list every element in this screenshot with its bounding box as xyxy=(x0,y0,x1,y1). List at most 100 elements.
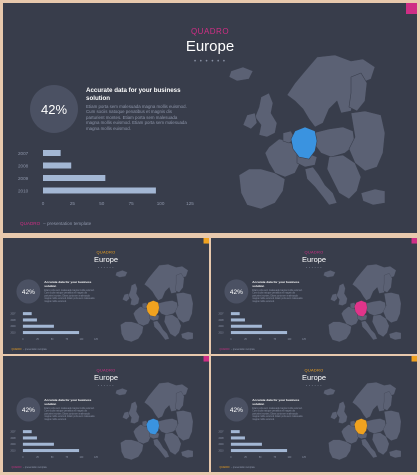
footer-text: – presentation template xyxy=(43,221,92,226)
ireland-shape xyxy=(122,411,130,420)
x-tick-label: 0 xyxy=(230,457,232,459)
section-heading: Accurate data for your business solution xyxy=(252,280,300,288)
east-europe-shape xyxy=(175,292,194,323)
percent-value: 42% xyxy=(229,287,243,296)
bar xyxy=(22,436,37,440)
iceland-shape xyxy=(115,270,128,278)
germany-highlight xyxy=(354,418,368,435)
ireland-shape xyxy=(242,112,258,130)
scandinavia-shape xyxy=(144,382,189,419)
bar xyxy=(43,175,106,181)
percent-circle: 42% xyxy=(16,279,41,304)
category-label: 2008 xyxy=(10,320,16,322)
section-heading: Accurate data for your business solution xyxy=(44,280,92,288)
category-label: 2007 xyxy=(218,432,224,434)
bar-chart: 2007 2008 2009 2010 0 25 50 75 100 125 xyxy=(18,150,194,206)
title-divider: • • • • • • xyxy=(98,266,114,270)
x-tick-label: 100 xyxy=(80,339,85,341)
body-paragraph: Etiam porta sem malesuada magna mollis e… xyxy=(86,104,187,131)
slide-thumbnail-4[interactable]: QUADRO Europe • • • • • • 42% Accurate d… xyxy=(211,356,417,472)
section-heading: Accurate data for your business solution xyxy=(86,87,181,102)
x-tick-label: 25 xyxy=(70,201,76,206)
italy-shape xyxy=(153,320,170,341)
slide-thumbnail-2[interactable]: QUADRO Europe • • • • • • 42% Accurate d… xyxy=(211,238,417,354)
europe-map xyxy=(115,382,194,461)
turkey-shape xyxy=(180,449,194,459)
finland-shape xyxy=(175,391,185,411)
footer-text: – presentation template xyxy=(22,347,47,351)
finland-shape xyxy=(383,391,393,411)
bar xyxy=(22,331,80,335)
category-label: 2007 xyxy=(218,314,224,316)
category-label: 2007 xyxy=(18,151,29,156)
balkans-shape xyxy=(164,314,182,337)
footer-brand: QUADRO xyxy=(11,465,22,469)
east-europe-shape xyxy=(348,110,385,172)
bar xyxy=(22,430,32,434)
x-tick-label: 75 xyxy=(274,339,277,341)
percent-circle: 42% xyxy=(16,397,41,422)
percent-circle: 42% xyxy=(30,85,78,133)
finland-shape xyxy=(383,273,393,293)
east-europe-shape xyxy=(383,292,402,323)
germany-highlight xyxy=(146,418,160,435)
category-label: 2010 xyxy=(218,333,224,335)
iceland-shape xyxy=(323,270,336,278)
category-label: 2009 xyxy=(10,326,16,328)
slide-content: QUADRO Europe • • • • • • 42% Accurate d… xyxy=(3,3,417,233)
balkans-shape xyxy=(372,432,390,455)
slide-thumbnail-1[interactable]: QUADRO Europe • • • • • • 42% Accurate d… xyxy=(3,238,209,354)
iceland-shape xyxy=(115,388,128,396)
iberia-shape xyxy=(238,168,286,210)
bar-chart: 2007 2008 2009 2010 0 25 50 75 100 125 xyxy=(10,430,99,459)
footer-text: – presentation template xyxy=(22,465,47,469)
category-label: 2007 xyxy=(10,432,16,434)
balkans-shape xyxy=(164,432,182,455)
x-tick-label: 50 xyxy=(51,457,54,459)
brand-label: QUADRO xyxy=(96,368,116,373)
central-east-shape xyxy=(157,300,179,316)
bar xyxy=(230,324,262,328)
body-paragraph: Etiam porta sem malesuada magna mollis e… xyxy=(252,288,303,303)
x-tick-label: 75 xyxy=(274,457,277,459)
turkey-shape xyxy=(180,331,194,341)
footer: QUADRO– presentation template xyxy=(219,466,254,469)
percent-value: 42% xyxy=(21,405,35,414)
x-tick-label: 100 xyxy=(288,339,293,341)
turkey-shape xyxy=(360,188,385,206)
category-label: 2010 xyxy=(10,451,16,453)
x-tick-label: 25 xyxy=(244,457,247,459)
bar-chart: 2007 2008 2009 2010 0 25 50 75 100 125 xyxy=(218,312,307,341)
corner-accent xyxy=(411,238,417,244)
section-heading: Accurate data for your business solution xyxy=(252,398,300,406)
slide-main[interactable]: QUADRO Europe • • • • • • 42% Accurate d… xyxy=(3,3,417,233)
slide-title: Europe xyxy=(93,255,119,265)
x-tick-label: 75 xyxy=(129,201,135,206)
title-divider: • • • • • • xyxy=(306,266,322,270)
percent-value: 42% xyxy=(229,405,243,414)
turkey-shape xyxy=(388,331,402,341)
bar xyxy=(230,436,245,440)
x-tick-label: 25 xyxy=(244,339,247,341)
corner-accent xyxy=(406,3,417,14)
italy-shape xyxy=(153,438,170,459)
category-label: 2008 xyxy=(10,438,16,440)
category-label: 2009 xyxy=(218,326,224,328)
ireland-shape xyxy=(330,293,338,302)
iceland-shape xyxy=(228,66,254,82)
footer: QUADRO– presentation template xyxy=(219,348,254,351)
germany-highlight xyxy=(354,300,368,317)
brand-label: QUADRO xyxy=(96,250,116,255)
percent-value: 42% xyxy=(40,101,68,117)
x-tick-label: 50 xyxy=(259,457,262,459)
percent-circle: 42% xyxy=(224,279,249,304)
slide-title: Europe xyxy=(185,38,235,55)
italy-shape xyxy=(361,320,378,341)
germany-highlight xyxy=(146,300,160,317)
iberia-shape xyxy=(120,321,144,343)
uk-shape xyxy=(336,283,348,306)
x-tick-label: 75 xyxy=(66,457,69,459)
slide-thumbnail-3[interactable]: QUADRO Europe • • • • • • 42% Accurate d… xyxy=(3,356,209,472)
x-tick-label: 25 xyxy=(36,339,39,341)
bar xyxy=(22,442,54,446)
